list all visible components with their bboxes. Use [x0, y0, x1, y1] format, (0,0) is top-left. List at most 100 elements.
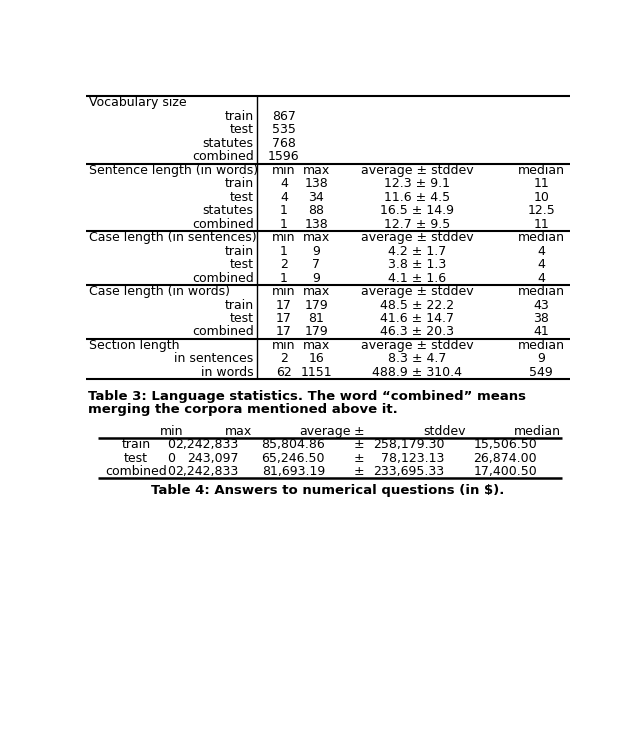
Text: max: max [303, 231, 330, 244]
Text: 1596: 1596 [268, 150, 300, 164]
Text: 16.5 ± 14.9: 16.5 ± 14.9 [380, 204, 454, 218]
Text: 48.5 ± 22.2: 48.5 ± 22.2 [380, 298, 454, 311]
Text: Section length: Section length [88, 339, 179, 352]
Text: max: max [303, 339, 330, 352]
Text: 2: 2 [280, 352, 288, 365]
Text: 9: 9 [537, 352, 545, 365]
Text: 1: 1 [280, 217, 288, 231]
Text: Sentence length (in words): Sentence length (in words) [88, 164, 258, 177]
Text: min: min [272, 285, 296, 298]
Text: 11: 11 [533, 217, 549, 231]
Text: 85,804.86: 85,804.86 [261, 438, 325, 452]
Text: 1: 1 [280, 244, 288, 257]
Text: 0: 0 [168, 438, 175, 452]
Text: test: test [230, 258, 253, 271]
Text: 1151: 1151 [301, 366, 332, 379]
Text: 12.3 ± 9.1: 12.3 ± 9.1 [384, 177, 450, 190]
Text: min: min [272, 231, 296, 244]
Text: median: median [518, 164, 564, 177]
Text: median: median [518, 285, 564, 298]
Text: 10: 10 [533, 190, 549, 204]
Text: 535: 535 [272, 123, 296, 136]
Text: 4: 4 [537, 258, 545, 271]
Text: 12.7 ± 9.5: 12.7 ± 9.5 [384, 217, 451, 231]
Text: 138: 138 [305, 217, 328, 231]
Text: in sentences: in sentences [174, 352, 253, 365]
Text: test: test [230, 123, 253, 136]
Text: 43: 43 [533, 298, 549, 311]
Text: 11.6 ± 4.5: 11.6 ± 4.5 [384, 190, 450, 204]
Text: 179: 179 [305, 326, 328, 338]
Text: ±: ± [354, 438, 364, 452]
Text: 4: 4 [280, 190, 288, 204]
Text: min: min [272, 164, 296, 177]
Text: 41.6 ± 14.7: 41.6 ± 14.7 [380, 312, 454, 325]
Text: 768: 768 [272, 136, 296, 150]
Text: 12.5: 12.5 [527, 204, 555, 218]
Text: 258,179.30: 258,179.30 [372, 438, 444, 452]
Text: 11: 11 [533, 177, 549, 190]
Text: 88: 88 [308, 204, 324, 218]
Text: 1: 1 [280, 204, 288, 218]
Text: 3.8 ± 1.3: 3.8 ± 1.3 [388, 258, 446, 271]
Text: 16: 16 [308, 352, 324, 365]
Text: 138: 138 [305, 177, 328, 190]
Text: median: median [514, 424, 561, 438]
Text: 26,874.00: 26,874.00 [474, 452, 537, 465]
Text: average ± stddev: average ± stddev [361, 339, 474, 352]
Text: average ± stddev: average ± stddev [361, 285, 474, 298]
Text: Table 3: Language statistics. The word “combined” means: Table 3: Language statistics. The word “… [88, 389, 525, 403]
Text: Case length (in words): Case length (in words) [88, 285, 230, 298]
Text: 7: 7 [312, 258, 321, 271]
Text: merging the corpora mentioned above it.: merging the corpora mentioned above it. [88, 403, 397, 416]
Text: Case length (in sentences): Case length (in sentences) [88, 231, 256, 244]
Text: 81: 81 [308, 312, 324, 325]
Text: 1: 1 [280, 272, 288, 284]
Text: train: train [121, 438, 150, 452]
Text: 4.2 ± 1.7: 4.2 ± 1.7 [388, 244, 446, 257]
Text: statutes: statutes [203, 136, 253, 150]
Text: combined: combined [192, 272, 253, 284]
Text: 62: 62 [276, 366, 292, 379]
Text: 2,242,833: 2,242,833 [175, 465, 239, 478]
Text: combined: combined [105, 465, 166, 478]
Text: 78,123.13: 78,123.13 [381, 452, 444, 465]
Text: 0: 0 [168, 452, 175, 465]
Text: train: train [225, 177, 253, 190]
Text: 34: 34 [308, 190, 324, 204]
Text: min: min [160, 424, 183, 438]
Text: average ± stddev: average ± stddev [361, 164, 474, 177]
Text: 488.9 ± 310.4: 488.9 ± 310.4 [372, 366, 462, 379]
Text: 867: 867 [272, 110, 296, 123]
Text: test: test [124, 452, 148, 465]
Text: average: average [299, 424, 351, 438]
Text: median: median [518, 339, 564, 352]
Text: 0: 0 [168, 465, 175, 478]
Text: train: train [225, 110, 253, 123]
Text: ±: ± [354, 465, 364, 478]
Text: 8.3 ± 4.7: 8.3 ± 4.7 [388, 352, 446, 365]
Text: combined: combined [192, 326, 253, 338]
Text: 549: 549 [529, 366, 553, 379]
Text: ±: ± [354, 452, 364, 465]
Text: combined: combined [192, 150, 253, 164]
Text: test: test [230, 312, 253, 325]
Text: in words: in words [201, 366, 253, 379]
Text: test: test [230, 190, 253, 204]
Text: max: max [303, 164, 330, 177]
Text: 4: 4 [280, 177, 288, 190]
Text: combined: combined [192, 217, 253, 231]
Text: 243,097: 243,097 [188, 452, 239, 465]
Text: 17: 17 [276, 326, 292, 338]
Text: 4: 4 [537, 244, 545, 257]
Text: ±: ± [354, 424, 364, 438]
Text: max: max [225, 424, 253, 438]
Text: 17: 17 [276, 298, 292, 311]
Text: max: max [303, 285, 330, 298]
Text: 17,400.50: 17,400.50 [474, 465, 537, 478]
Text: 4: 4 [537, 272, 545, 284]
Text: 179: 179 [305, 298, 328, 311]
Text: 2,242,833: 2,242,833 [175, 438, 239, 452]
Text: 15,506.50: 15,506.50 [474, 438, 537, 452]
Text: 4.1 ± 1.6: 4.1 ± 1.6 [388, 272, 446, 284]
